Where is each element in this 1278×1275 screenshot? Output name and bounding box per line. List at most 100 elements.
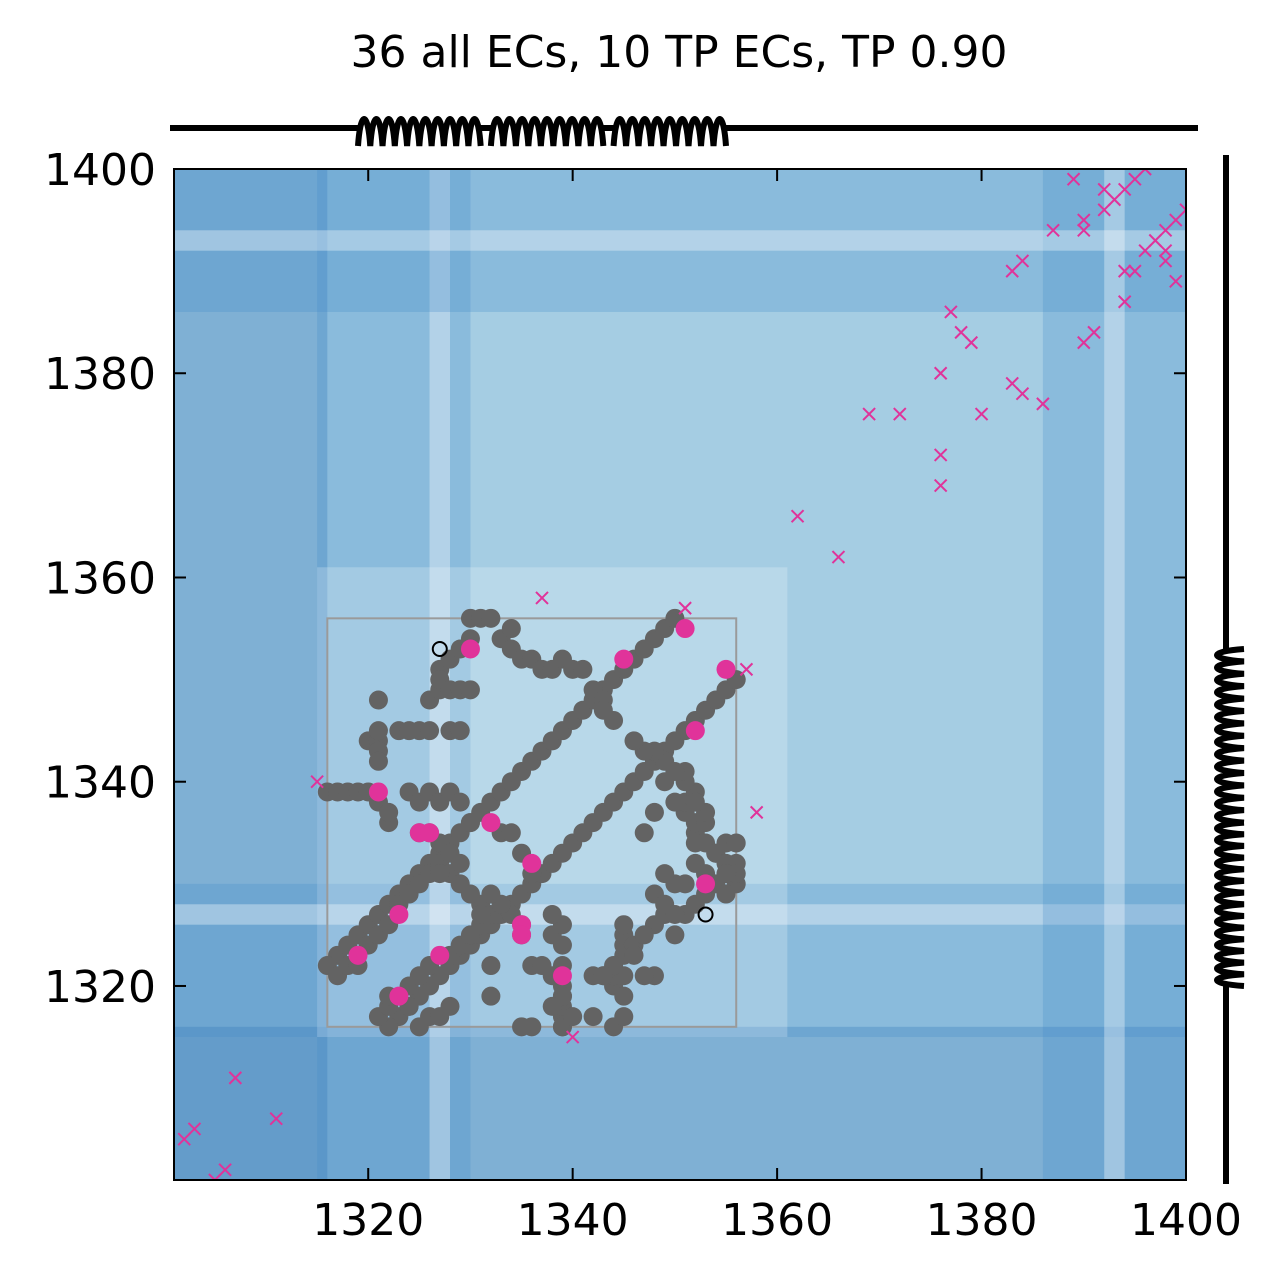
y-tick-label-3: 1380 — [44, 349, 156, 400]
true-positive-point-17 — [552, 966, 572, 986]
false-positive-point-1 — [187, 1122, 202, 1136]
true-positive-point-9 — [522, 853, 542, 873]
false-positive-point-35 — [1097, 203, 1111, 217]
contact-point-251 — [481, 956, 501, 976]
contact-point-141 — [420, 721, 440, 741]
open-marker-0 — [431, 640, 448, 657]
false-positive-point-18 — [933, 478, 948, 493]
secondary-structure-tracks — [170, 116, 1245, 1184]
contact-point-235 — [634, 823, 654, 843]
false-positive-point-44 — [1148, 233, 1163, 248]
contact-point-218 — [655, 864, 675, 884]
chart-title: 36 all ECs, 10 TP ECs, TP 0.90 — [351, 27, 1008, 78]
plot-marks — [177, 169, 1186, 1180]
plot-background — [174, 169, 1186, 1180]
contact-point-233 — [665, 792, 685, 812]
contact-point-234 — [644, 802, 664, 822]
contact-point-215 — [440, 996, 460, 1016]
contact-point-137 — [368, 690, 388, 710]
contact-point-247 — [563, 1007, 583, 1027]
false-positive-point-47 — [1158, 254, 1173, 268]
true-positive-point-0 — [460, 639, 480, 659]
true-positive-point-1 — [614, 649, 634, 669]
contact-point-99 — [379, 802, 399, 822]
plot-frame — [173, 168, 1187, 1181]
contact-point-237 — [614, 1007, 634, 1027]
contact-point-130 — [471, 904, 491, 924]
right-track-helix-0 — [1214, 819, 1245, 989]
false-positive-point-26 — [1015, 254, 1030, 268]
band-vertical-0 — [174, 169, 328, 1180]
false-positive-point-4 — [228, 1071, 243, 1085]
contact-point-249 — [512, 1017, 532, 1037]
contact-point-131 — [481, 884, 501, 904]
contact-point-153 — [501, 619, 521, 639]
false-positive-point-24 — [1005, 264, 1019, 278]
x-tick-label-3: 1380 — [926, 1195, 1038, 1246]
true-positive-point-11 — [389, 904, 409, 924]
false-positive-point-50 — [1179, 203, 1186, 217]
false-positive-point-8 — [565, 1030, 580, 1044]
true-positive-point-16 — [389, 986, 409, 1006]
false-positive-point-9 — [678, 601, 692, 615]
false-positive-point-41 — [1128, 264, 1142, 278]
false-positive-point-22 — [974, 407, 989, 421]
contact-point-164 — [604, 710, 624, 730]
y-tick-label-4: 1400 — [44, 145, 156, 196]
false-positive-point-32 — [1077, 213, 1091, 227]
false-positive-point-21 — [964, 335, 979, 350]
false-positive-point-15 — [893, 407, 907, 421]
true-positive-point-3 — [685, 721, 705, 741]
contact-point-254 — [542, 996, 562, 1016]
contact-point-219 — [675, 874, 695, 894]
contact-point-203 — [624, 731, 644, 751]
false-positive-point-17 — [933, 448, 948, 462]
contact-point-255 — [624, 945, 644, 965]
true-positive-point-8 — [481, 813, 501, 833]
y-tick-label-1: 1340 — [44, 758, 156, 809]
band-horizontal-3 — [174, 169, 1186, 312]
false-positive-point-20 — [954, 325, 968, 340]
contact-point-123 — [542, 904, 562, 924]
contact-point-206 — [460, 813, 480, 833]
true-positive-point-10 — [696, 874, 716, 894]
contact-point-129 — [460, 884, 480, 904]
contact-point-245 — [583, 1007, 603, 1027]
contact-point-224 — [685, 833, 705, 853]
contact-point-150 — [481, 608, 501, 628]
contact-point-160 — [573, 659, 593, 679]
contact-point-168 — [460, 680, 480, 700]
top-track-helix-2 — [610, 116, 729, 147]
top-track-helix-1 — [487, 116, 607, 147]
contact-point-180 — [614, 915, 634, 935]
false-positive-point-39 — [1117, 295, 1132, 309]
false-positive-point-14 — [862, 407, 876, 421]
marks-group — [177, 169, 1186, 1180]
true-positive-point-13 — [512, 925, 532, 945]
true-positive-point-14 — [348, 945, 368, 965]
false-positive-point-19 — [944, 305, 958, 319]
band-vertical-3 — [1042, 169, 1186, 1180]
false-positive-point-38 — [1117, 182, 1132, 197]
contact-point-230 — [726, 833, 746, 853]
true-positive-point-7 — [420, 823, 440, 843]
false-positive-point-49 — [1169, 274, 1183, 289]
false-positive-point-48 — [1169, 213, 1183, 227]
band-horizontal-0 — [174, 1026, 1186, 1180]
false-positive-point-16 — [933, 366, 948, 380]
false-positive-point-27 — [1036, 397, 1050, 411]
contact-point-170 — [450, 721, 470, 741]
false-positive-point-10 — [739, 662, 754, 677]
false-positive-point-42 — [1138, 243, 1152, 258]
false-positive-point-11 — [749, 805, 764, 820]
true-positive-point-15 — [430, 945, 450, 965]
false-positive-point-2 — [208, 1173, 222, 1180]
true-positive-point-4 — [716, 659, 736, 679]
contact-point-229 — [716, 864, 736, 884]
x-tick-label-2: 1360 — [721, 1195, 833, 1246]
contact-point-238 — [614, 986, 634, 1006]
top-track-helix-0 — [355, 116, 484, 147]
false-positive-point-0 — [177, 1132, 191, 1146]
contact-point-119 — [532, 956, 552, 976]
contact-point-136 — [368, 721, 388, 741]
